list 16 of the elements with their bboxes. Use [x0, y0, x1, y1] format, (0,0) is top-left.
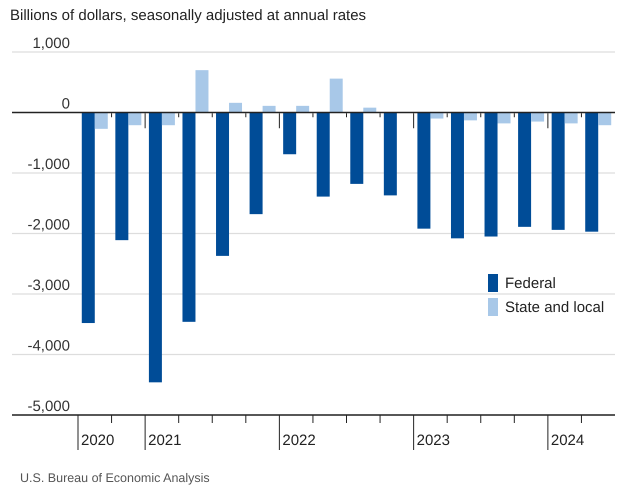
x-tick-label: 2023 — [416, 432, 450, 449]
y-tick-label: -1,000 — [27, 156, 70, 173]
y-tick-label: -3,000 — [27, 277, 70, 294]
legend-label: State and local — [505, 299, 604, 316]
y-axis-title: Billions of dollars, seasonally adjusted at annual rates — [10, 7, 366, 24]
y-tick-label: -2,000 — [27, 216, 70, 234]
text: U.S. Bureau of Economic Analysis — [20, 471, 210, 485]
legend-label: Federal — [505, 275, 556, 292]
y-tick-label: -4,000 — [27, 338, 70, 354]
x-tick-label: 2021 — [148, 432, 182, 449]
y-tick-label: 1,000 — [32, 35, 70, 52]
x-tick-label: 2022 — [282, 432, 316, 449]
y-tick-label: 0 — [62, 96, 70, 112]
x-tick-label: 2020 — [81, 432, 114, 449]
x-tick-label: 2024 — [550, 432, 584, 449]
y-tick-label: -5,000 — [27, 398, 70, 415]
